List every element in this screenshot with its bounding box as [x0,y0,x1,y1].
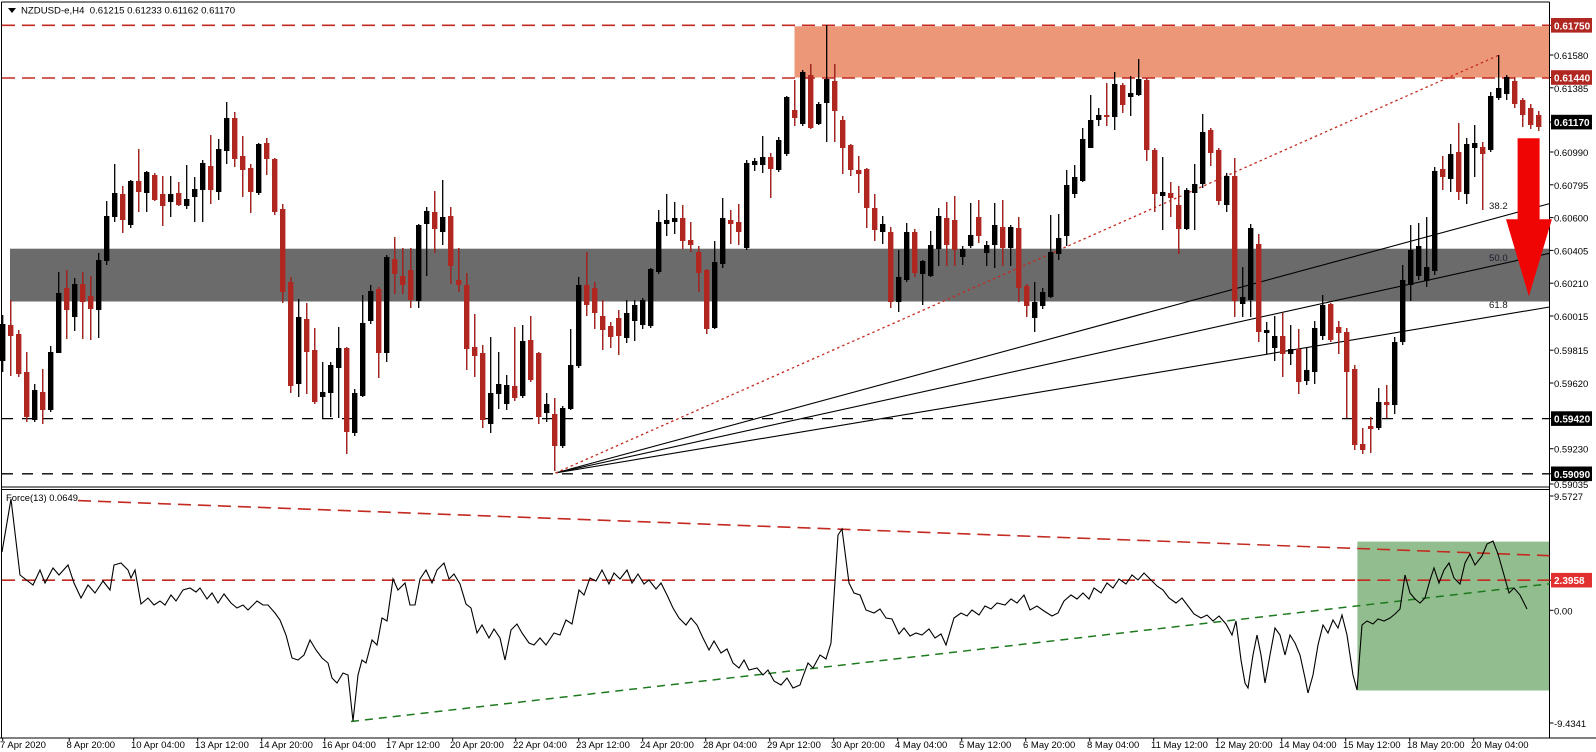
svg-text:9.5727: 9.5727 [1554,492,1583,503]
svg-text:7 Apr 2020: 7 Apr 2020 [0,740,46,751]
svg-text:61.8: 61.8 [1489,300,1508,311]
svg-text:8 May 04:00: 8 May 04:00 [1087,740,1139,751]
svg-text:0.61385: 0.61385 [1554,84,1588,95]
svg-text:38.2: 38.2 [1489,201,1508,212]
svg-text:50.0: 50.0 [1489,253,1508,264]
svg-text:20 Apr 20:00: 20 Apr 20:00 [450,740,504,751]
svg-text:0.60990: 0.60990 [1554,148,1588,159]
svg-text:16 Apr 04:00: 16 Apr 04:00 [322,740,376,751]
svg-text:0.59620: 0.59620 [1554,379,1588,390]
svg-text:14 Apr 20:00: 14 Apr 20:00 [259,740,313,751]
svg-text:15 May 12:00: 15 May 12:00 [1343,740,1401,751]
svg-text:0.59815: 0.59815 [1554,346,1588,357]
svg-text:0.60015: 0.60015 [1554,312,1588,323]
svg-text:0.61580: 0.61580 [1554,51,1588,62]
svg-text:28 Apr 04:00: 28 Apr 04:00 [703,740,757,751]
svg-text:12 May 20:00: 12 May 20:00 [1215,740,1273,751]
svg-text:11 May 12:00: 11 May 12:00 [1151,740,1208,751]
svg-text:0.60210: 0.60210 [1554,279,1588,290]
svg-text:0.61750: 0.61750 [1554,21,1591,32]
svg-text:0.59090: 0.59090 [1554,470,1591,481]
svg-text:10 Apr 04:00: 10 Apr 04:00 [131,740,185,751]
svg-text:23 Apr 12:00: 23 Apr 12:00 [576,740,630,751]
svg-text:18 May 20:00: 18 May 20:00 [1407,740,1465,751]
svg-text:8 Apr 20:00: 8 Apr 20:00 [67,740,116,751]
svg-text:Force(13) 0.0649: Force(13) 0.0649 [6,492,78,503]
svg-text:0.60405: 0.60405 [1554,246,1588,257]
svg-text:0.59420: 0.59420 [1554,415,1591,426]
svg-text:0.59035: 0.59035 [1554,480,1588,491]
svg-text:6 May 20:00: 6 May 20:00 [1023,740,1075,751]
svg-text:22 Apr 04:00: 22 Apr 04:00 [513,740,567,751]
svg-text:14 May 04:00: 14 May 04:00 [1279,740,1337,751]
svg-text:0.61170: 0.61170 [1554,118,1590,129]
svg-text:0.60795: 0.60795 [1554,181,1588,192]
svg-text:13 Apr 12:00: 13 Apr 12:00 [195,740,249,751]
svg-text:NZDUSD-e,H4 0.61215 0.61233 0: NZDUSD-e,H4 0.61215 0.61233 0.61162 0.61… [21,6,235,17]
svg-text:0.00: 0.00 [1554,606,1573,617]
svg-text:0.60600: 0.60600 [1554,214,1588,225]
svg-text:29 Apr 12:00: 29 Apr 12:00 [767,740,821,751]
svg-text:2.3958: 2.3958 [1554,576,1585,587]
svg-text:-9.4341: -9.4341 [1554,719,1586,730]
svg-text:5 May 12:00: 5 May 12:00 [959,740,1011,751]
svg-text:0.59230: 0.59230 [1554,445,1588,456]
svg-text:0.61440: 0.61440 [1554,74,1591,85]
svg-text:17 Apr 12:00: 17 Apr 12:00 [386,740,440,751]
svg-text:24 Apr 20:00: 24 Apr 20:00 [640,740,694,751]
svg-text:4 May 04:00: 4 May 04:00 [895,740,947,751]
svg-text:30 Apr 20:00: 30 Apr 20:00 [831,740,885,751]
svg-text:20 May 04:00: 20 May 04:00 [1471,740,1529,751]
